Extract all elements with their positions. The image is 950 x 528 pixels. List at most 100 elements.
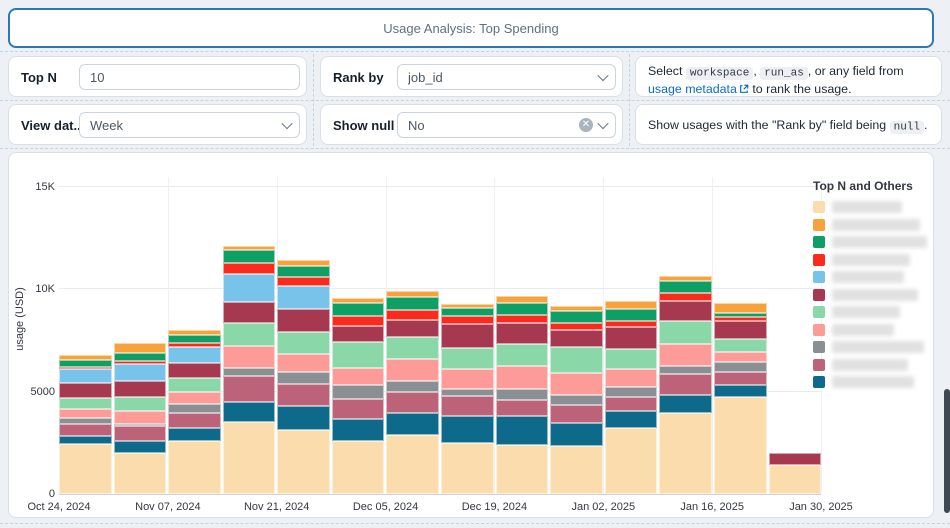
bar-segment-series-teal[interactable] — [550, 423, 603, 446]
bar-segment-series-orange[interactable] — [386, 290, 440, 297]
clear-selection-icon[interactable]: ✕ — [579, 118, 593, 132]
bar-segment-series-green[interactable] — [168, 334, 221, 343]
bar-segment-series-teal[interactable] — [713, 384, 767, 398]
bar-segment-series-green[interactable] — [331, 302, 385, 316]
bar-segment-series-pink[interactable] — [550, 372, 603, 395]
bar-segment-series-orange[interactable] — [113, 343, 167, 353]
bar-segment-series-gray[interactable] — [277, 372, 330, 384]
stacked-bar-nov-28[interactable] — [331, 177, 385, 494]
bar-segment-series-mint[interactable] — [659, 321, 712, 345]
bar-segment-series-mauve[interactable] — [659, 373, 712, 395]
usage-metadata-link[interactable]: usage metadata — [648, 82, 749, 96]
bar-segment-series-mint[interactable] — [713, 339, 767, 352]
bar-segment-series-orange[interactable] — [441, 303, 494, 309]
bar-segment-series-cream[interactable] — [113, 453, 167, 494]
bar-segment-series-maroon[interactable] — [659, 301, 712, 321]
bar-segment-series-orange[interactable] — [222, 246, 276, 251]
bar-segment-series-cream[interactable] — [604, 427, 658, 494]
bar-segment-series-teal[interactable] — [277, 406, 330, 430]
bar-segment-series-gray[interactable] — [331, 385, 385, 399]
bar-segment-series-mint[interactable] — [386, 336, 440, 360]
bar-segment-series-teal[interactable] — [441, 416, 494, 443]
legend-item-series-blue[interactable] — [813, 271, 927, 283]
bar-segment-series-gray[interactable] — [441, 389, 494, 397]
bar-segment-series-mauve[interactable] — [222, 376, 276, 402]
bar-segment-series-mauve[interactable] — [550, 405, 603, 424]
bar-segment-series-green[interactable] — [604, 308, 658, 322]
bar-segment-series-cream[interactable] — [659, 413, 712, 494]
bar-segment-series-mauve[interactable] — [495, 400, 549, 416]
bar-segment-series-mint[interactable] — [550, 347, 603, 373]
bar-segment-series-gray[interactable] — [222, 368, 276, 377]
bar-segment-series-mint[interactable] — [495, 344, 549, 367]
bar-segment-series-red[interactable] — [441, 315, 494, 324]
bar-segment-series-gray[interactable] — [495, 388, 549, 401]
bar-segment-series-orange[interactable] — [331, 297, 385, 303]
stacked-bar-dec-19[interactable] — [495, 177, 549, 494]
bar-segment-series-mauve[interactable] — [331, 398, 385, 420]
bar-segment-series-gray[interactable] — [168, 404, 221, 414]
bar-segment-series-orange[interactable] — [550, 306, 603, 312]
stacked-bar-nov-14[interactable] — [222, 177, 276, 494]
legend-item-series-teal[interactable] — [813, 376, 927, 388]
bar-segment-series-pink[interactable] — [659, 344, 712, 367]
bar-segment-series-maroon[interactable] — [550, 329, 603, 348]
bar-segment-series-red[interactable] — [713, 316, 767, 322]
bar-segment-series-pink[interactable] — [113, 411, 167, 424]
bar-segment-series-blue[interactable] — [168, 346, 221, 364]
bar-segment-series-orange[interactable] — [168, 329, 221, 335]
bar-segment-series-orange[interactable] — [604, 301, 658, 309]
bar-segment-series-mauve[interactable] — [59, 424, 112, 436]
bar-segment-series-cream[interactable] — [495, 444, 549, 494]
bar-segment-series-mauve[interactable] — [713, 372, 767, 385]
bar-segment-series-teal[interactable] — [222, 401, 276, 423]
stacked-bar-jan-23[interactable] — [768, 177, 822, 494]
bar-segment-series-blue[interactable] — [277, 285, 330, 309]
bar-segment-series-red[interactable] — [659, 293, 712, 302]
bar-segment-series-cream[interactable] — [222, 422, 276, 494]
bar-segment-series-mint[interactable] — [441, 347, 494, 370]
bar-segment-series-red[interactable] — [550, 323, 603, 330]
bar-segment-series-pink[interactable] — [604, 369, 658, 388]
bar-segment-series-green[interactable] — [659, 280, 712, 293]
bar-segment-series-mauve[interactable] — [604, 397, 658, 412]
bar-segment-series-blue[interactable] — [222, 274, 276, 302]
bar-segment-series-teal[interactable] — [495, 415, 549, 445]
bar-segment-series-mauve[interactable] — [386, 391, 440, 414]
bar-segment-series-maroon[interactable] — [168, 363, 221, 379]
bar-segment-series-red[interactable] — [495, 315, 549, 324]
bar-segment-series-teal[interactable] — [331, 419, 385, 442]
bar-segment-series-red[interactable] — [277, 276, 330, 286]
stacked-bar-dec-05[interactable] — [386, 177, 440, 494]
bar-segment-series-maroon[interactable] — [386, 319, 440, 337]
bar-segment-series-cream[interactable] — [713, 397, 767, 494]
bar-segment-series-cream[interactable] — [441, 442, 494, 494]
stacked-bar-oct-24[interactable] — [59, 177, 112, 494]
bar-segment-series-mauve[interactable] — [277, 383, 330, 407]
bar-segment-series-red[interactable] — [59, 366, 112, 369]
rank-by-select[interactable]: job_id — [397, 64, 616, 90]
bar-segment-series-gray[interactable] — [604, 387, 658, 398]
bar-segment-series-maroon[interactable] — [331, 325, 385, 343]
bar-segment-series-maroon[interactable] — [113, 380, 167, 398]
bar-segment-series-gray[interactable] — [59, 417, 112, 425]
bar-segment-series-pink[interactable] — [222, 345, 276, 369]
bar-segment-series-cream[interactable] — [168, 441, 221, 494]
bar-segment-series-green[interactable] — [59, 360, 112, 367]
bar-segment-series-orange[interactable] — [659, 275, 712, 281]
bar-segment-series-green[interactable] — [550, 311, 603, 324]
bar-segment-series-red[interactable] — [604, 321, 658, 327]
bar-segment-series-gray[interactable] — [713, 361, 767, 373]
bar-segment-series-pink[interactable] — [713, 351, 767, 362]
stacked-bar-dec-26[interactable] — [550, 177, 603, 494]
bar-segment-series-pink[interactable] — [441, 369, 494, 390]
bar-segment-series-teal[interactable] — [168, 428, 221, 442]
stacked-bar-jan-02[interactable] — [604, 177, 658, 494]
bar-segment-series-maroon[interactable] — [768, 453, 822, 465]
bar-segment-series-orange[interactable] — [495, 296, 549, 304]
vertical-scrollbar[interactable] — [944, 389, 950, 513]
bar-segment-series-blue[interactable] — [113, 364, 167, 381]
top-n-input[interactable]: 10 — [79, 64, 300, 90]
bar-segment-series-cream[interactable] — [768, 464, 822, 494]
view-data-select[interactable]: Week — [79, 112, 300, 138]
